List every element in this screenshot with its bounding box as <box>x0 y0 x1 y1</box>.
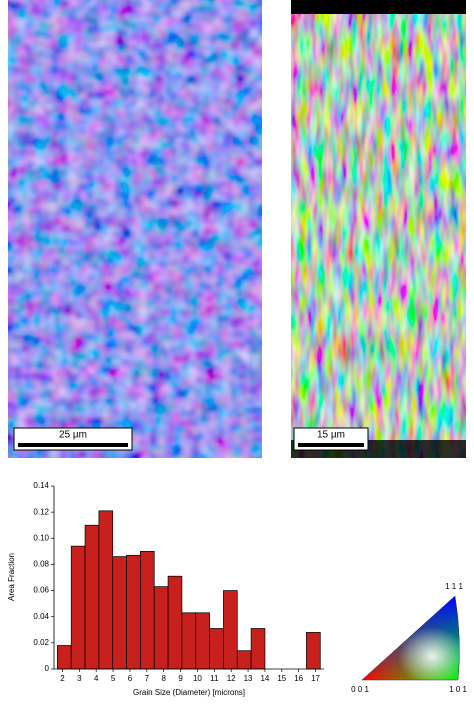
bar <box>153 586 169 670</box>
y-tick-label: 0.02 <box>33 638 49 647</box>
bar <box>223 590 238 670</box>
y-tick-label: 0 <box>45 664 50 673</box>
y-tick-label: 0.12 <box>33 507 49 516</box>
y-tick-label: 0.06 <box>33 586 49 595</box>
bar <box>98 510 114 670</box>
bar <box>181 612 197 670</box>
ipf-corner-label: 1 0 1 <box>449 685 467 694</box>
x-tick-label: 9 <box>178 674 183 683</box>
right-map: 15 µm <box>291 0 466 458</box>
y-tick-label: 0.08 <box>33 560 49 569</box>
bar <box>250 628 266 670</box>
x-tick-label: 2 <box>60 674 65 683</box>
bar <box>70 545 86 670</box>
y-tick-label: 0.14 <box>33 481 49 490</box>
bar <box>167 575 183 670</box>
x-axis-label: Grain Size (Diameter) [microns] <box>133 688 245 697</box>
y-axis-label: Area Fraction <box>7 553 16 601</box>
bar <box>306 632 321 670</box>
y-tick-label: 0.10 <box>33 533 49 542</box>
bar <box>126 554 141 670</box>
x-tick-label: 3 <box>77 674 82 683</box>
x-tick-label: 5 <box>111 674 116 683</box>
bar <box>140 551 155 670</box>
x-tick-label: 16 <box>294 674 303 683</box>
x-tick-label: 4 <box>94 674 99 683</box>
left-map: 25 µm <box>8 0 262 458</box>
x-tick-label: 15 <box>277 674 286 683</box>
x-tick-label: 6 <box>128 674 133 683</box>
x-tick-label: 11 <box>210 674 219 683</box>
x-tick-label: 13 <box>244 674 253 683</box>
scale-bar-label: 15 µm <box>317 430 345 441</box>
y-tick-label: 0.04 <box>33 612 49 621</box>
bar <box>195 612 210 670</box>
bar <box>236 650 252 670</box>
bar <box>209 628 224 670</box>
ipf-corner-label: 1 1 1 <box>445 582 463 591</box>
bar <box>57 645 72 670</box>
scale-bar-label: 25 µm <box>59 430 87 441</box>
x-tick-label: 8 <box>161 674 166 683</box>
histogram: Area Fraction Grain Size (Diameter) [mic… <box>7 481 324 697</box>
bar <box>84 524 100 670</box>
x-tick-label: 17 <box>311 674 320 683</box>
x-tick-label: 7 <box>145 674 150 683</box>
x-tick-label: 12 <box>227 674 236 683</box>
ipf-corner-label: 0 0 1 <box>351 685 369 694</box>
x-tick-label: 14 <box>260 674 269 683</box>
bar <box>112 556 127 670</box>
x-tick-label: 10 <box>193 674 202 683</box>
ipf-triangle: 1 1 1 0 0 1 1 0 1 <box>351 582 467 694</box>
